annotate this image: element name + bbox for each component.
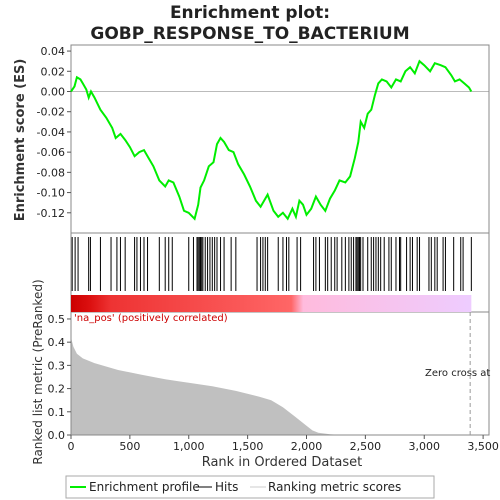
y-tick-label: -0.12 bbox=[37, 207, 65, 220]
frame bbox=[70, 44, 490, 436]
rank-colorbar bbox=[71, 295, 472, 312]
y-tick-label: 0.00 bbox=[41, 85, 66, 98]
y-tick-label: 0.02 bbox=[41, 65, 66, 78]
chart-subtitle: GOBP_RESPONSE_TO_BACTERIUM bbox=[90, 24, 409, 44]
x-tick-label: 3,000 bbox=[408, 440, 440, 453]
zero-cross-label: Zero cross at bbox=[425, 368, 490, 379]
y-tick-label: 0.5 bbox=[48, 313, 66, 326]
y-tick-label: -0.10 bbox=[37, 187, 65, 200]
y-tick-label: 0.04 bbox=[41, 45, 66, 58]
y-tick-label: 0.2 bbox=[48, 383, 66, 396]
metric-area bbox=[71, 337, 472, 435]
x-tick-label: 1,500 bbox=[232, 440, 264, 453]
y-tick-label: 0.0 bbox=[48, 429, 66, 442]
legend-label: Enrichment profile bbox=[89, 480, 200, 494]
y-tick-label: -0.02 bbox=[37, 106, 65, 119]
annotation: 'na_pos' (positively correlated) bbox=[74, 313, 228, 324]
y-axis-label: Ranked list metric (PreRanked) bbox=[31, 279, 45, 464]
y-tick-label: -0.04 bbox=[37, 126, 65, 139]
y-tick-label: 0.4 bbox=[48, 336, 66, 349]
x-tick-label: 0 bbox=[68, 440, 75, 453]
x-tick-label: 500 bbox=[119, 440, 140, 453]
y-tick-label: 0.3 bbox=[48, 359, 66, 372]
y-tick-label: -0.06 bbox=[37, 146, 65, 159]
x-axis-label: Rank in Ordered Dataset bbox=[202, 455, 363, 470]
x-tick-label: 1,000 bbox=[173, 440, 205, 453]
legend-label: Hits bbox=[215, 480, 238, 494]
y-tick-label: 0.1 bbox=[48, 406, 66, 419]
legend-label: Ranking metric scores bbox=[268, 480, 401, 494]
es-line bbox=[70, 59, 473, 221]
y-tick-label: -0.08 bbox=[37, 166, 65, 179]
chart-title: Enrichment plot: bbox=[170, 3, 330, 23]
x-tick-label: 3,500 bbox=[467, 440, 499, 453]
x-tick-label: 2,000 bbox=[291, 440, 323, 453]
y-axis-label: Enrichment score (ES) bbox=[13, 59, 28, 222]
x-tick-label: 2,500 bbox=[350, 440, 382, 453]
